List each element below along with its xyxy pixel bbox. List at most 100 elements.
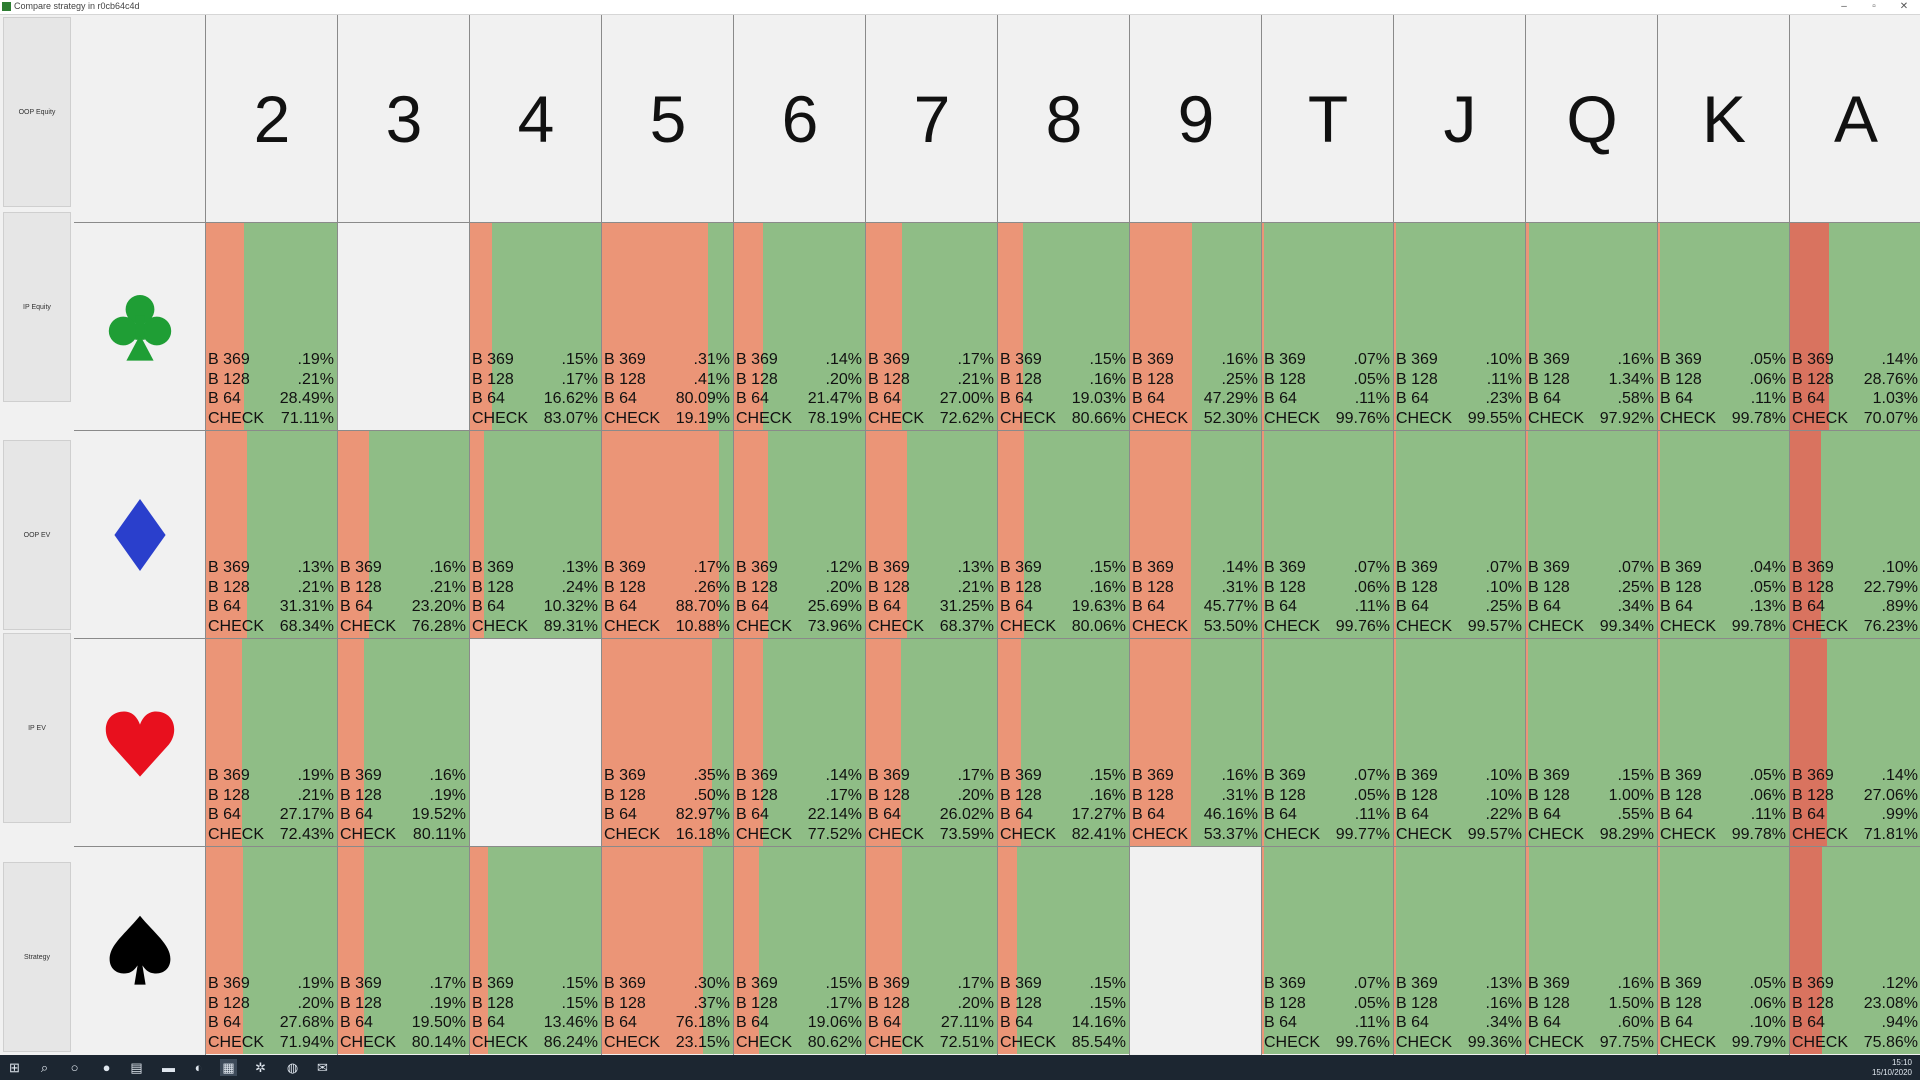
action-frequency: 80.06% [1071, 617, 1126, 635]
action-label: B 64 [1396, 598, 1429, 615]
action-label: B 128 [208, 370, 250, 388]
strategy-cell[interactable]: B 369 .15% B 128 1.00% B 64 .55% CHECK 98.29% [1526, 639, 1657, 846]
strategy-cell[interactable]: B 369 .17% B 128 .20% B 64 26.02% CHECK 73.59% [866, 639, 997, 846]
bet-frequency-bar [206, 223, 244, 430]
action-frequency: 16.18% [675, 825, 730, 843]
strategy-cell[interactable]: B 369 .07% B 128 .10% B 64 .25% CHECK 99.57% [1394, 431, 1525, 638]
strategy-cell[interactable]: B 369 .13% B 128 .21% B 64 31.25% CHECK 68.37% [866, 431, 997, 638]
strategy-cell[interactable]: B 369 .13% B 128 .21% B 64 31.31% CHECK 68.34% [206, 431, 337, 638]
strategy-cell[interactable]: B 369 .16% B 128 1.34% B 64 .58% CHECK 97.92% [1526, 223, 1657, 430]
strategy-cell[interactable]: B 369 .07% B 128 .05% B 64 .11% CHECK 99.76% [1262, 847, 1393, 1054]
tab-ip-equity[interactable]: IP Equity [3, 212, 71, 402]
explorer-icon[interactable]: ▬ [162, 1060, 175, 1075]
tab-oop-equity[interactable]: OOP Equity [3, 17, 71, 207]
strategy-cell[interactable]: B 369 .12% B 128 23.08% B 64 .94% CHECK 75.86% [1790, 847, 1920, 1054]
action-frequency: .15% [1089, 994, 1126, 1012]
action-label: B 369 [1264, 351, 1306, 368]
action-label: B 128 [1132, 578, 1174, 596]
strategy-cell[interactable]: B 369 .19% B 128 .20% B 64 27.68% CHECK 71.94% [206, 847, 337, 1054]
action-frequency: 97.92% [1599, 409, 1654, 427]
strategy-cell[interactable]: B 369 .07% B 128 .06% B 64 .11% CHECK 99.76% [1262, 431, 1393, 638]
close-button[interactable]: ✕ [1899, 1, 1909, 12]
minimize-button[interactable]: – [1841, 1, 1847, 12]
action-line: CHECK 85.54% [1000, 1033, 1126, 1053]
strategy-cell[interactable]: B 369 .17% B 128 .21% B 64 27.00% CHECK 72.62% [866, 223, 997, 430]
action-line: B 369 .07% [1528, 558, 1654, 578]
strategy-cell[interactable]: B 369 .17% B 128 .20% B 64 27.11% CHECK 72.51% [866, 847, 997, 1054]
action-frequency: .41% [693, 370, 730, 388]
action-list: B 369 .15% B 128 .16% B 64 19.63% CHECK 80.06% [1000, 558, 1126, 636]
action-line: B 369 .10% [1396, 766, 1522, 786]
tab-oop-ev[interactable]: OOP EV [3, 440, 71, 630]
strategy-cell[interactable]: B 369 .14% B 128 28.76% B 64 1.03% CHECK 70.07% [1790, 223, 1920, 430]
strategy-cell[interactable]: B 369 .15% B 128 .16% B 64 19.03% CHECK 80.66% [998, 223, 1129, 430]
strategy-cell[interactable]: B 369 .16% B 128 1.50% B 64 .60% CHECK 97.75% [1526, 847, 1657, 1054]
search-icon[interactable]: ⌕ [40, 1060, 49, 1075]
strategy-cell[interactable]: B 369 .07% B 128 .25% B 64 .34% CHECK 99.34% [1526, 431, 1657, 638]
strategy-cell[interactable]: B 369 .07% B 128 .05% B 64 .11% CHECK 99.76% [1262, 223, 1393, 430]
network-icon[interactable]: ✲ [255, 1060, 266, 1075]
tab-ip-ev[interactable]: IP EV [3, 633, 71, 823]
strategy-cell[interactable]: B 369 .16% B 128 .31% B 64 46.16% CHECK 53.37% [1130, 639, 1261, 846]
action-label: B 369 [1792, 975, 1834, 992]
strategy-cell[interactable]: B 369 .17% B 128 .19% B 64 19.50% CHECK 80.14% [338, 847, 469, 1054]
strategy-cell[interactable]: B 369 .05% B 128 .06% B 64 .11% CHECK 99.78% [1658, 639, 1789, 846]
edge-icon[interactable]: ◐ [194, 1060, 203, 1075]
strategy-cell[interactable]: B 369 .15% B 128 .16% B 64 19.63% CHECK 80.06% [998, 431, 1129, 638]
strategy-cell[interactable]: B 369 .15% B 128 .15% B 64 14.16% CHECK 85.54% [998, 847, 1129, 1054]
strategy-cell[interactable]: B 369 .14% B 128 27.06% B 64 .99% CHECK 71.81% [1790, 639, 1920, 846]
strategy-cell[interactable]: B 369 .07% B 128 .05% B 64 .11% CHECK 99.77% [1262, 639, 1393, 846]
strategy-cell[interactable]: B 369 .15% B 128 .17% B 64 16.62% CHECK 83.07% [470, 223, 601, 430]
strategy-cell[interactable]: B 369 .30% B 128 .37% B 64 76.18% CHECK 23.15% [602, 847, 733, 1054]
action-frequency: 53.50% [1203, 617, 1258, 635]
action-line: CHECK 97.92% [1528, 409, 1654, 429]
action-frequency: 80.66% [1071, 409, 1126, 427]
strategy-cell[interactable]: B 369 .10% B 128 .11% B 64 .23% CHECK 99.55% [1394, 223, 1525, 430]
strategy-cell[interactable]: B 369 .16% B 128 .21% B 64 23.20% CHECK 76.28% [338, 431, 469, 638]
strategy-cell[interactable]: B 369 .05% B 128 .06% B 64 .10% CHECK 99.79% [1658, 847, 1789, 1054]
strategy-cell[interactable]: B 369 .10% B 128 22.79% B 64 .89% CHECK 76.23% [1790, 431, 1920, 638]
strategy-cell[interactable]: B 369 .13% B 128 .16% B 64 .34% CHECK 99.36% [1394, 847, 1525, 1054]
empty-cell[interactable] [470, 639, 601, 846]
strategy-cell[interactable]: B 369 .15% B 128 .16% B 64 17.27% CHECK 82.41% [998, 639, 1129, 846]
tab-label: Strategy [23, 953, 51, 961]
action-label: B 128 [472, 994, 514, 1012]
strategy-cell[interactable]: B 369 .19% B 128 .21% B 64 27.17% CHECK 72.43% [206, 639, 337, 846]
store-icon[interactable]: ◍ [286, 1060, 299, 1075]
windows-icon[interactable]: ⊞ [9, 1060, 20, 1075]
bet-frequency-bar [206, 639, 243, 846]
strategy-cell[interactable]: B 369 .12% B 128 .20% B 64 25.69% CHECK 73.96% [734, 431, 865, 638]
action-label: B 64 [1132, 390, 1165, 407]
app-icon[interactable]: ▤ [130, 1060, 143, 1075]
action-label: B 128 [1792, 370, 1834, 388]
mail-icon[interactable]: ✉ [317, 1060, 328, 1075]
strategy-cell[interactable]: B 369 .19% B 128 .21% B 64 28.49% CHECK 71.11% [206, 223, 337, 430]
empty-cell[interactable] [338, 223, 469, 430]
strategy-cell[interactable]: B 369 .05% B 128 .06% B 64 .11% CHECK 99.78% [1658, 223, 1789, 430]
chrome-icon[interactable]: ● [102, 1060, 111, 1075]
strategy-cell[interactable]: B 369 .31% B 128 .41% B 64 80.09% CHECK 19.19% [602, 223, 733, 430]
strategy-cell[interactable]: B 369 .17% B 128 .26% B 64 88.70% CHECK 10.88% [602, 431, 733, 638]
strategy-cell[interactable]: B 369 .15% B 128 .15% B 64 13.46% CHECK 86.24% [470, 847, 601, 1054]
action-line: B 128 .20% [868, 994, 994, 1014]
action-frequency: 45.77% [1203, 598, 1258, 615]
action-list: B 369 .15% B 128 .17% B 64 16.62% CHECK 83.07% [472, 350, 598, 428]
action-label: B 64 [868, 390, 901, 407]
strategy-cell[interactable]: B 369 .14% B 128 .20% B 64 21.47% CHECK 78.19% [734, 223, 865, 430]
tab-strategy[interactable]: Strategy [3, 862, 71, 1052]
strategy-cell[interactable]: B 369 .16% B 128 .25% B 64 47.29% CHECK 52.30% [1130, 223, 1261, 430]
strategy-cell[interactable]: B 369 .14% B 128 .17% B 64 22.14% CHECK 77.52% [734, 639, 865, 846]
heart-suit-icon [105, 711, 174, 777]
strategy-cell[interactable]: B 369 .10% B 128 .10% B 64 .22% CHECK 99.57% [1394, 639, 1525, 846]
strategy-cell[interactable]: B 369 .04% B 128 .05% B 64 .13% CHECK 99.78% [1658, 431, 1789, 638]
strategy-cell[interactable]: B 369 .35% B 128 .50% B 64 82.97% CHECK 16.18% [602, 639, 733, 846]
empty-cell[interactable] [1130, 847, 1261, 1054]
strategy-cell[interactable]: B 369 .14% B 128 .31% B 64 45.77% CHECK 53.50% [1130, 431, 1261, 638]
strategy-cell[interactable]: B 369 .15% B 128 .17% B 64 19.06% CHECK 80.62% [734, 847, 865, 1054]
task-view-icon[interactable]: ○ [70, 1060, 79, 1075]
strategy-cell[interactable]: B 369 .13% B 128 .24% B 64 10.32% CHECK 89.31% [470, 431, 601, 638]
strategy-cell[interactable]: B 369 .16% B 128 .19% B 64 19.52% CHECK 80.11% [338, 639, 469, 846]
maximize-button[interactable]: ▫ [1872, 1, 1876, 12]
spade-row-header [74, 847, 205, 1055]
solver-icon[interactable]: ▦ [220, 1059, 237, 1076]
